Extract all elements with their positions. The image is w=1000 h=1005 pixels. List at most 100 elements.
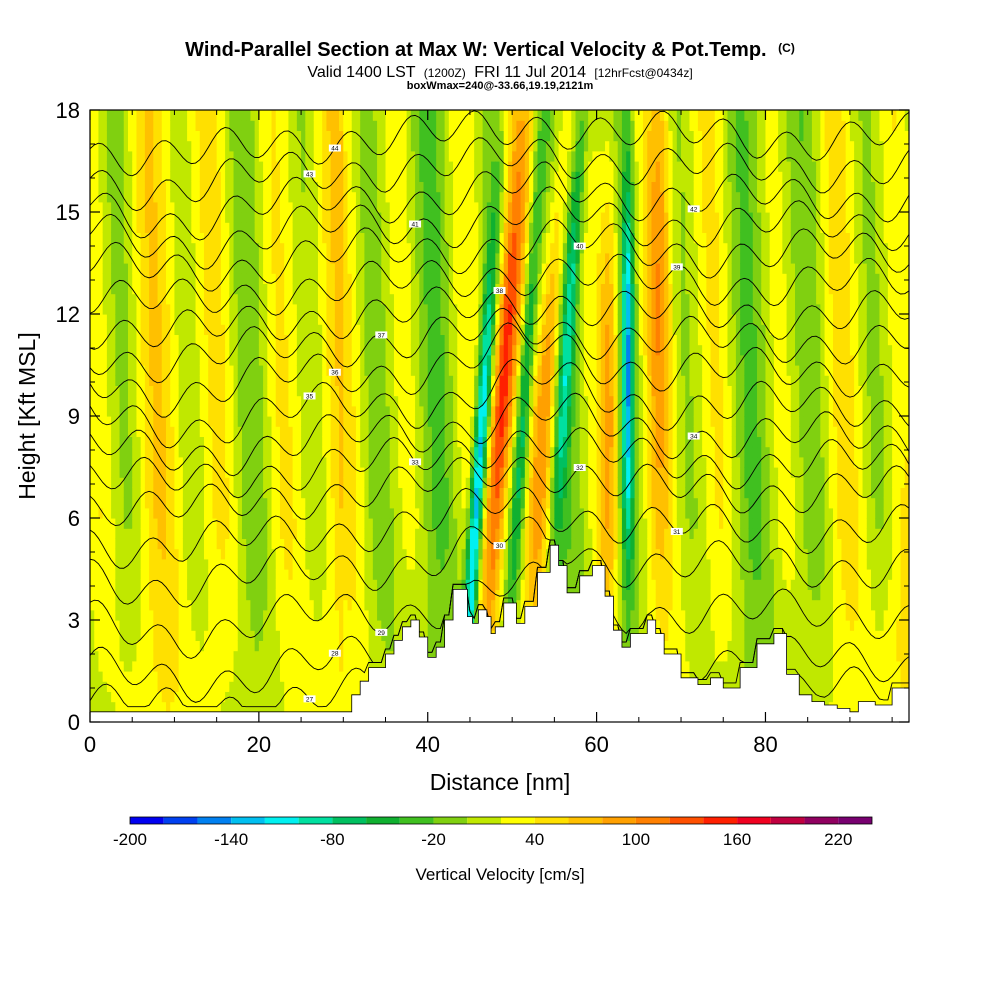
velocity-cell [212, 446, 218, 458]
velocity-cell [174, 181, 180, 193]
velocity-cell [431, 569, 437, 580]
velocity-cell [208, 344, 214, 356]
velocity-cell [406, 538, 412, 550]
velocity-cell [309, 191, 315, 203]
velocity-cell [263, 579, 268, 590]
velocity-cell [301, 507, 306, 519]
velocity-cell [313, 630, 319, 641]
velocity-cell [161, 538, 167, 550]
velocity-cell [225, 456, 230, 468]
velocity-cell [398, 589, 403, 601]
velocity-cell [372, 161, 378, 172]
velocity-cell [157, 660, 163, 672]
velocity-cell [241, 538, 247, 550]
velocity-cell [182, 201, 188, 213]
velocity-cell [372, 130, 378, 142]
velocity-cell [389, 314, 395, 325]
velocity-cell [203, 507, 209, 519]
velocity-cell [263, 212, 268, 223]
velocity-cell [347, 222, 353, 233]
velocity-cell [208, 293, 214, 305]
velocity-cell [309, 130, 315, 142]
velocity-cell [305, 528, 311, 539]
velocity-cell [351, 283, 357, 295]
velocity-cell [106, 354, 112, 366]
velocity-cell [343, 263, 349, 274]
velocity-cell [271, 416, 277, 427]
velocity-cell [406, 436, 412, 448]
velocity-cell [182, 701, 188, 713]
velocity-cell [393, 620, 399, 631]
velocity-cell [212, 161, 218, 172]
velocity-cell [165, 467, 171, 478]
velocity-cell [313, 201, 319, 213]
velocity-cell [284, 579, 290, 590]
velocity-cell [208, 426, 214, 437]
velocity-cell [267, 120, 273, 131]
velocity-cell [102, 456, 108, 468]
velocity-cell [220, 283, 226, 295]
velocity-cell [292, 640, 298, 652]
velocity-cell [98, 405, 104, 417]
velocity-cell [161, 681, 167, 692]
velocity-cell [111, 232, 116, 244]
velocity-cell [385, 222, 391, 233]
velocity-cell [174, 487, 180, 499]
velocity-cell [419, 232, 425, 244]
velocity-cell [385, 375, 391, 386]
velocity-cell [90, 140, 95, 152]
velocity-cell [385, 497, 391, 509]
velocity-cell [106, 191, 112, 203]
velocity-cell [102, 201, 108, 213]
velocity-cell [398, 222, 403, 233]
velocity-cell [229, 497, 235, 509]
velocity-cell [313, 161, 319, 172]
velocity-cell [144, 528, 150, 539]
velocity-cell [140, 528, 146, 539]
velocity-cell [140, 181, 146, 193]
velocity-cell [178, 181, 184, 193]
velocity-cell [377, 385, 382, 397]
velocity-cell [203, 201, 209, 213]
velocity-cell [233, 487, 239, 499]
velocity-cell [174, 467, 180, 478]
velocity-cell [153, 640, 159, 652]
velocity-cell [94, 477, 100, 488]
velocity-cell [111, 640, 116, 652]
velocity-cell [102, 263, 108, 274]
velocity-cell [267, 375, 273, 386]
velocity-cell [157, 171, 163, 182]
velocity-cell [98, 161, 104, 172]
velocity-cell [254, 171, 260, 182]
velocity-cell [263, 620, 268, 631]
velocity-cell [229, 110, 235, 121]
velocity-cell [165, 569, 171, 580]
velocity-cell [284, 436, 290, 448]
velocity-cell [427, 140, 433, 152]
velocity-cell [415, 365, 420, 376]
velocity-cell [351, 579, 357, 590]
velocity-cell [220, 252, 226, 264]
velocity-cell [254, 507, 260, 519]
velocity-cell [368, 191, 374, 203]
velocity-cell [182, 120, 188, 131]
velocity-cell [368, 599, 374, 611]
velocity-cell [157, 630, 163, 641]
velocity-cell [406, 293, 412, 305]
velocity-cell [427, 201, 433, 213]
velocity-cell [381, 446, 387, 458]
velocity-cell [161, 161, 167, 172]
velocity-cell [220, 579, 226, 590]
velocity-cell [111, 395, 116, 407]
velocity-cell [364, 497, 370, 509]
velocity-cell [241, 395, 247, 407]
velocity-cell [123, 191, 129, 203]
velocity-cell [161, 691, 167, 703]
velocity-cell [233, 518, 239, 529]
velocity-cell [115, 426, 121, 437]
velocity-cell [419, 385, 425, 397]
velocity-cell [402, 456, 408, 468]
velocity-cell [212, 252, 218, 264]
velocity-cell [406, 395, 412, 407]
velocity-cell [94, 701, 100, 713]
